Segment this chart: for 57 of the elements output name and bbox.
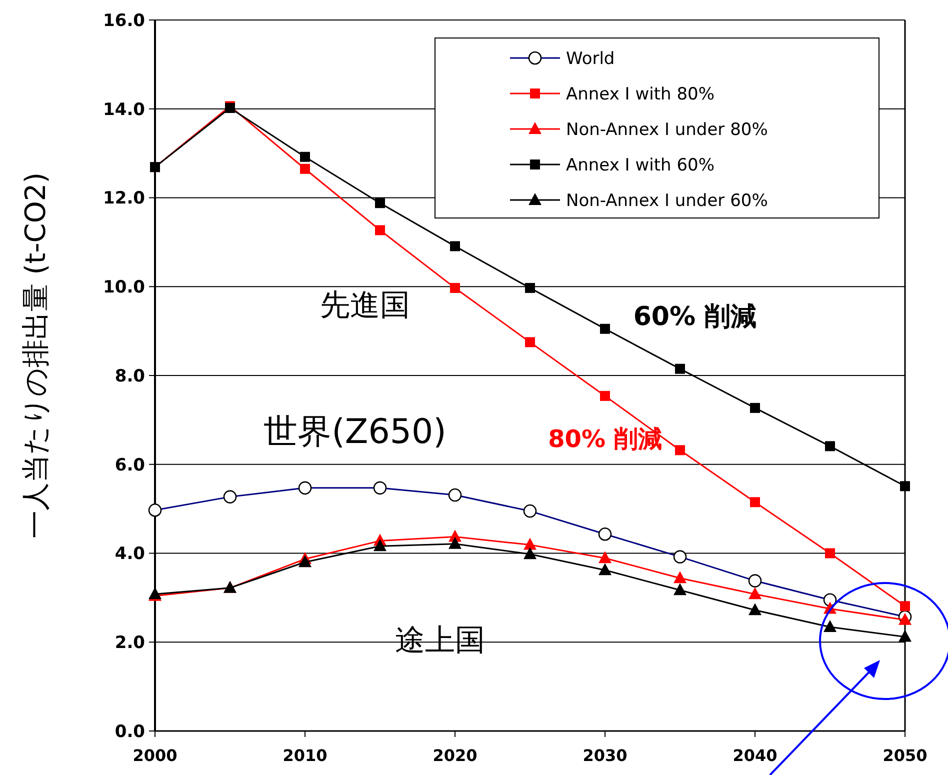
point [900, 601, 910, 612]
x-tick-label: 2030 [582, 746, 628, 765]
y-tick-label: 14.0 [103, 100, 146, 120]
legend-label: Non-Annex I under 60% [566, 190, 768, 211]
point [675, 445, 685, 456]
legend-label: Annex I with 80% [566, 84, 714, 104]
point [375, 225, 385, 236]
point [374, 539, 386, 552]
point [598, 563, 612, 576]
point [824, 620, 836, 632]
annotation: 80% 削減 [548, 425, 662, 453]
point [298, 555, 312, 568]
point [900, 481, 910, 492]
y-axis-title: 一人当たりの排出量 (t-CO2) [19, 172, 52, 539]
point [600, 324, 610, 334]
point [898, 612, 912, 625]
legend-label: Annex I with 60% [566, 155, 714, 176]
point [598, 551, 612, 564]
y-tick-label: 12.0 [103, 188, 146, 209]
point [600, 390, 610, 401]
point [748, 587, 762, 600]
x-tick-label: 2020 [432, 746, 478, 765]
y-tick-label: 16.0 [103, 10, 146, 31]
point [524, 547, 536, 560]
point [450, 282, 460, 293]
legend-label: World [566, 48, 615, 69]
point [674, 583, 686, 596]
x-tick-label: 2010 [282, 746, 328, 765]
point [525, 337, 535, 348]
y-tick-label: 10.0 [103, 278, 146, 298]
legend-label: Non-Annex I under 80% [566, 120, 768, 140]
point [750, 497, 760, 508]
point [750, 402, 760, 413]
point [450, 241, 460, 252]
x-tick-label: 2040 [732, 746, 778, 765]
point [675, 364, 685, 374]
annotation: 60% 削減 [633, 302, 757, 332]
x-tick-label: 2000 [132, 746, 178, 765]
y-tick-label: 6.0 [114, 455, 146, 476]
point [300, 164, 310, 174]
point [448, 536, 462, 549]
y-tick-label: 4.0 [114, 544, 146, 564]
y-tick-label: 8.0 [114, 366, 146, 386]
point [825, 441, 835, 452]
point [525, 282, 535, 293]
annotation: 先進国 [320, 288, 410, 323]
annotation: 世界(Z650) [264, 412, 446, 452]
point [674, 571, 686, 584]
x-tick-label: 2050 [882, 746, 928, 765]
point [524, 538, 536, 550]
point [375, 198, 385, 208]
point [300, 152, 310, 162]
y-tick-label: 0.0 [114, 722, 146, 742]
point [898, 630, 912, 642]
point [825, 548, 835, 558]
point [748, 603, 762, 616]
y-tick-label: 2.0 [114, 633, 146, 654]
